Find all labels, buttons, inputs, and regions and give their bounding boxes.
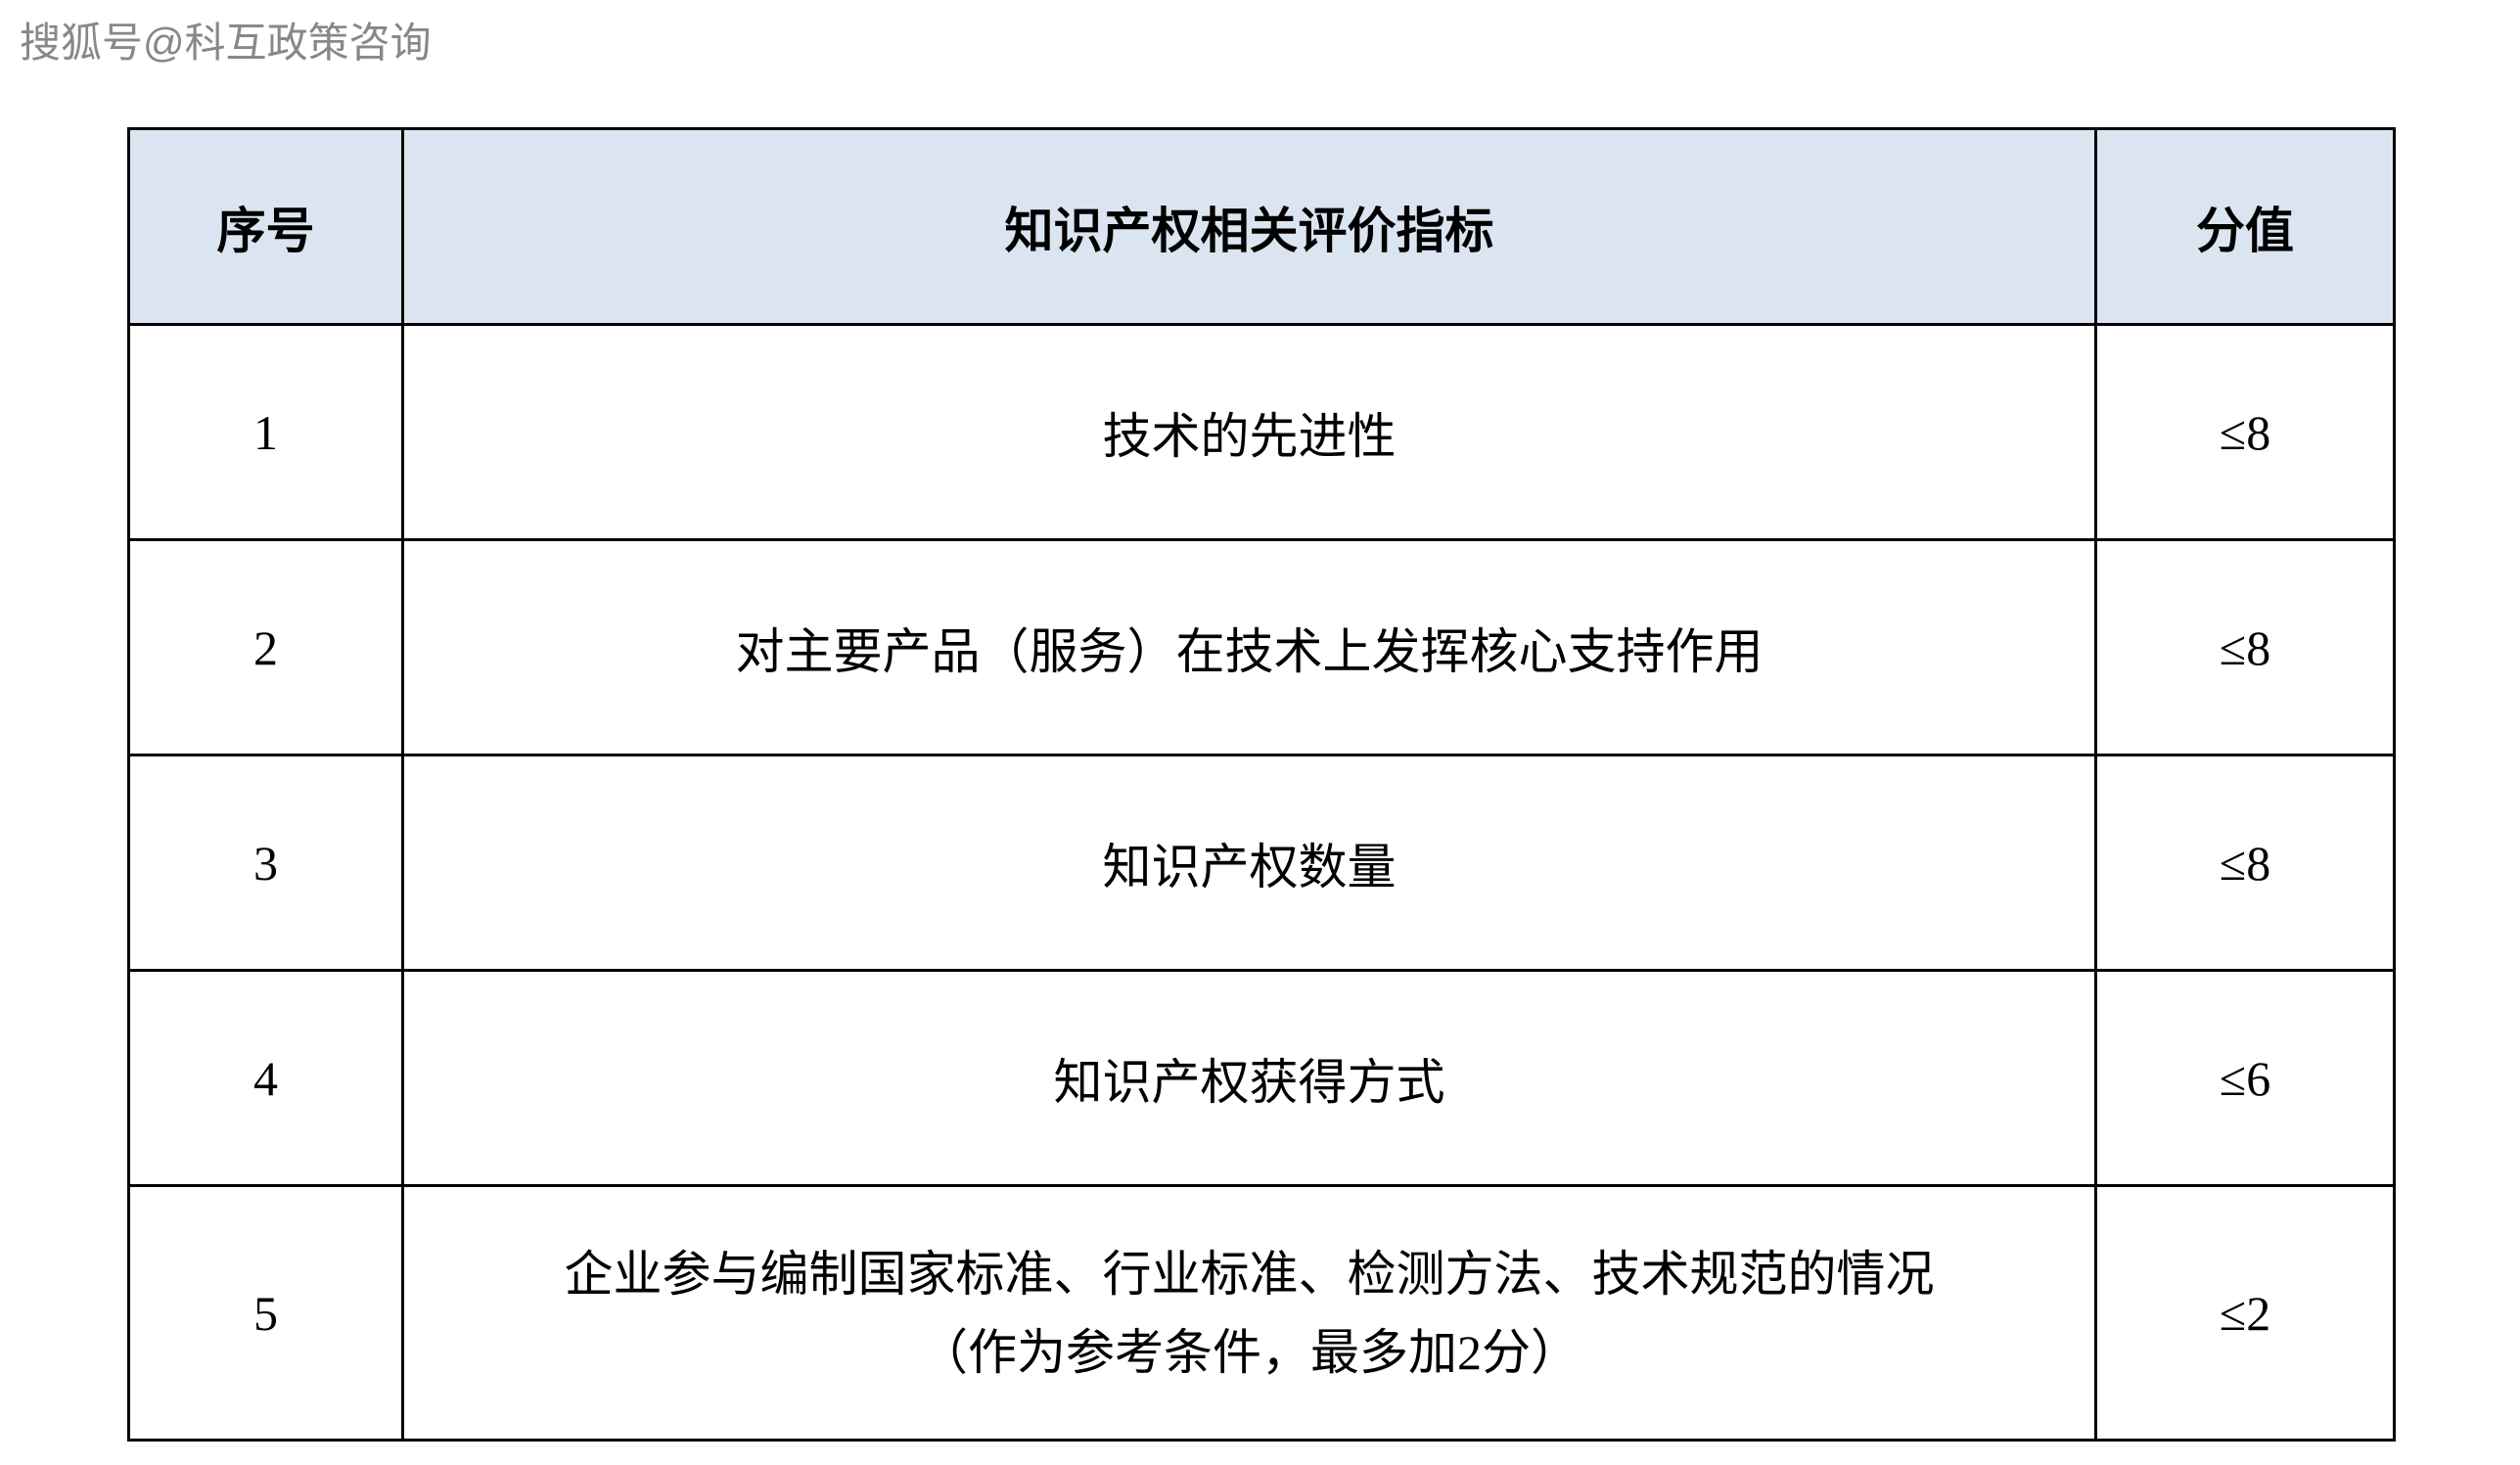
cell-index: 4 [129, 971, 403, 1186]
cell-score: ≤8 [2096, 755, 2395, 971]
cell-score: ≤8 [2096, 540, 2395, 755]
table-row: 3 知识产权数量 ≤8 [129, 755, 2395, 971]
cell-indicator: 知识产权获得方式 [403, 971, 2096, 1186]
cell-index: 1 [129, 325, 403, 540]
table-row: 5 企业参与编制国家标准、行业标准、检测方法、技术规范的情况（作为参考条件，最多… [129, 1186, 2395, 1441]
table-row: 1 技术的先进性 ≤8 [129, 325, 2395, 540]
table-container: 序号 知识产权相关评价指标 分值 1 技术的先进性 ≤8 2 对主要产品（服务）… [127, 127, 2393, 1442]
cell-indicator: 技术的先进性 [403, 325, 2096, 540]
header-indicator: 知识产权相关评价指标 [403, 129, 2096, 325]
cell-indicator: 企业参与编制国家标准、行业标准、检测方法、技术规范的情况（作为参考条件，最多加2… [403, 1186, 2096, 1441]
table-header-row: 序号 知识产权相关评价指标 分值 [129, 129, 2395, 325]
cell-indicator: 知识产权数量 [403, 755, 2096, 971]
watermark-text: 搜狐号@科互政策咨询 [20, 10, 432, 69]
table-row: 2 对主要产品（服务）在技术上发挥核心支持作用 ≤8 [129, 540, 2395, 755]
header-index: 序号 [129, 129, 403, 325]
cell-score: ≤2 [2096, 1186, 2395, 1441]
cell-index: 3 [129, 755, 403, 971]
cell-index: 5 [129, 1186, 403, 1441]
evaluation-table: 序号 知识产权相关评价指标 分值 1 技术的先进性 ≤8 2 对主要产品（服务）… [127, 127, 2396, 1442]
cell-index: 2 [129, 540, 403, 755]
header-score: 分值 [2096, 129, 2395, 325]
cell-score: ≤8 [2096, 325, 2395, 540]
cell-indicator: 对主要产品（服务）在技术上发挥核心支持作用 [403, 540, 2096, 755]
cell-score: ≤6 [2096, 971, 2395, 1186]
table-row: 4 知识产权获得方式 ≤6 [129, 971, 2395, 1186]
